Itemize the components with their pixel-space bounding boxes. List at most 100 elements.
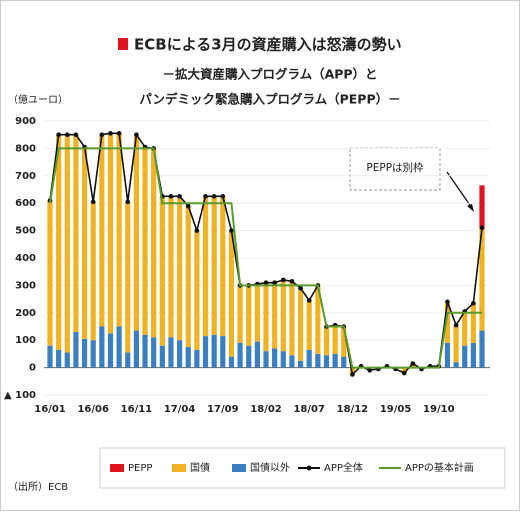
bar [479,185,485,228]
bar [81,338,88,368]
bar [133,330,139,368]
bar [444,342,451,368]
bar [125,352,131,368]
bar [194,349,200,368]
bar [237,285,243,343]
point [108,131,113,136]
y-tick-label: 800 [15,143,36,154]
legend-swatch [306,465,312,471]
bar [263,282,269,352]
x-tick-label: 16/11 [121,404,153,415]
y-tick-label: 600 [15,198,36,209]
subtitle: パンデミック緊急購入プログラム（PEPP）－ [139,92,400,107]
point [410,361,416,366]
bar [401,367,407,374]
subtitle: －拡大資産購入プログラム（APP）と [162,67,377,82]
y-tick-label: 900 [15,116,36,127]
point [99,132,105,137]
bar [185,347,191,368]
title-marker [118,38,128,50]
bar [315,353,321,368]
bar [246,285,252,346]
y-tick-label: 200 [15,308,36,319]
bar [202,336,209,368]
point [471,300,476,306]
bar [306,300,312,350]
bar [341,326,347,357]
legend-label: 国債以外 [250,461,290,474]
point [280,277,286,283]
bar [99,326,105,368]
bar [272,282,278,349]
bar [107,333,114,368]
x-tick-label: 16/06 [77,404,109,415]
y-tick-label: 300 [15,280,36,291]
point [306,298,312,303]
bar [64,352,70,368]
bar [159,345,165,368]
bar [323,326,330,356]
bar [194,230,200,350]
bar [254,284,260,342]
bar [81,147,88,339]
bar [211,196,217,335]
bar [453,362,459,368]
bar [289,281,295,356]
annotation: PEPPは別枠 [366,161,424,174]
bar [297,288,304,361]
point [445,299,450,305]
bar [246,345,252,368]
y-tick-label: 500 [15,226,36,237]
x-tick-label: 18/07 [293,404,325,415]
point [229,228,234,233]
point [134,132,139,137]
x-tick-label: 17/09 [207,404,239,415]
bar [444,301,451,343]
x-tick-label: 18/12 [337,404,369,415]
bar [142,147,148,335]
bar [211,334,217,368]
bar [280,351,286,368]
bar [202,196,209,337]
point [453,322,459,328]
bar [479,330,485,368]
bar [332,353,338,368]
point [168,194,174,199]
point [203,194,208,199]
bar [228,230,235,357]
plan-line [49,147,482,369]
chart-title: ECBによる3月の資産購入は怒濤の勢い [134,36,402,54]
y-tick-label: 100 [15,335,36,346]
y-tick-label: 700 [15,171,36,182]
bar [90,340,96,368]
point [401,370,407,376]
point [220,194,226,199]
bar [151,148,157,338]
bar [151,337,157,368]
bar [99,134,105,327]
bar [56,134,62,350]
y-tick-label: 0 [29,363,36,374]
point [185,203,191,209]
legend-label: PEPP [128,463,152,474]
bar [168,337,174,368]
legend-swatch [110,464,124,472]
bar [168,196,174,338]
bar [185,205,191,348]
bar [272,348,278,368]
bar [462,345,468,368]
legend-label: APPの基本計画 [405,461,474,474]
y-tick-label: 400 [15,253,36,264]
x-tick-label: 17/04 [164,404,196,415]
bar [47,200,53,346]
point [350,372,355,377]
bar [323,355,330,368]
x-tick-label: 19/10 [423,404,455,415]
bar [297,360,304,368]
bar [90,201,96,341]
bar [280,279,286,352]
point [289,278,295,284]
point [298,285,303,291]
bar [220,336,226,368]
